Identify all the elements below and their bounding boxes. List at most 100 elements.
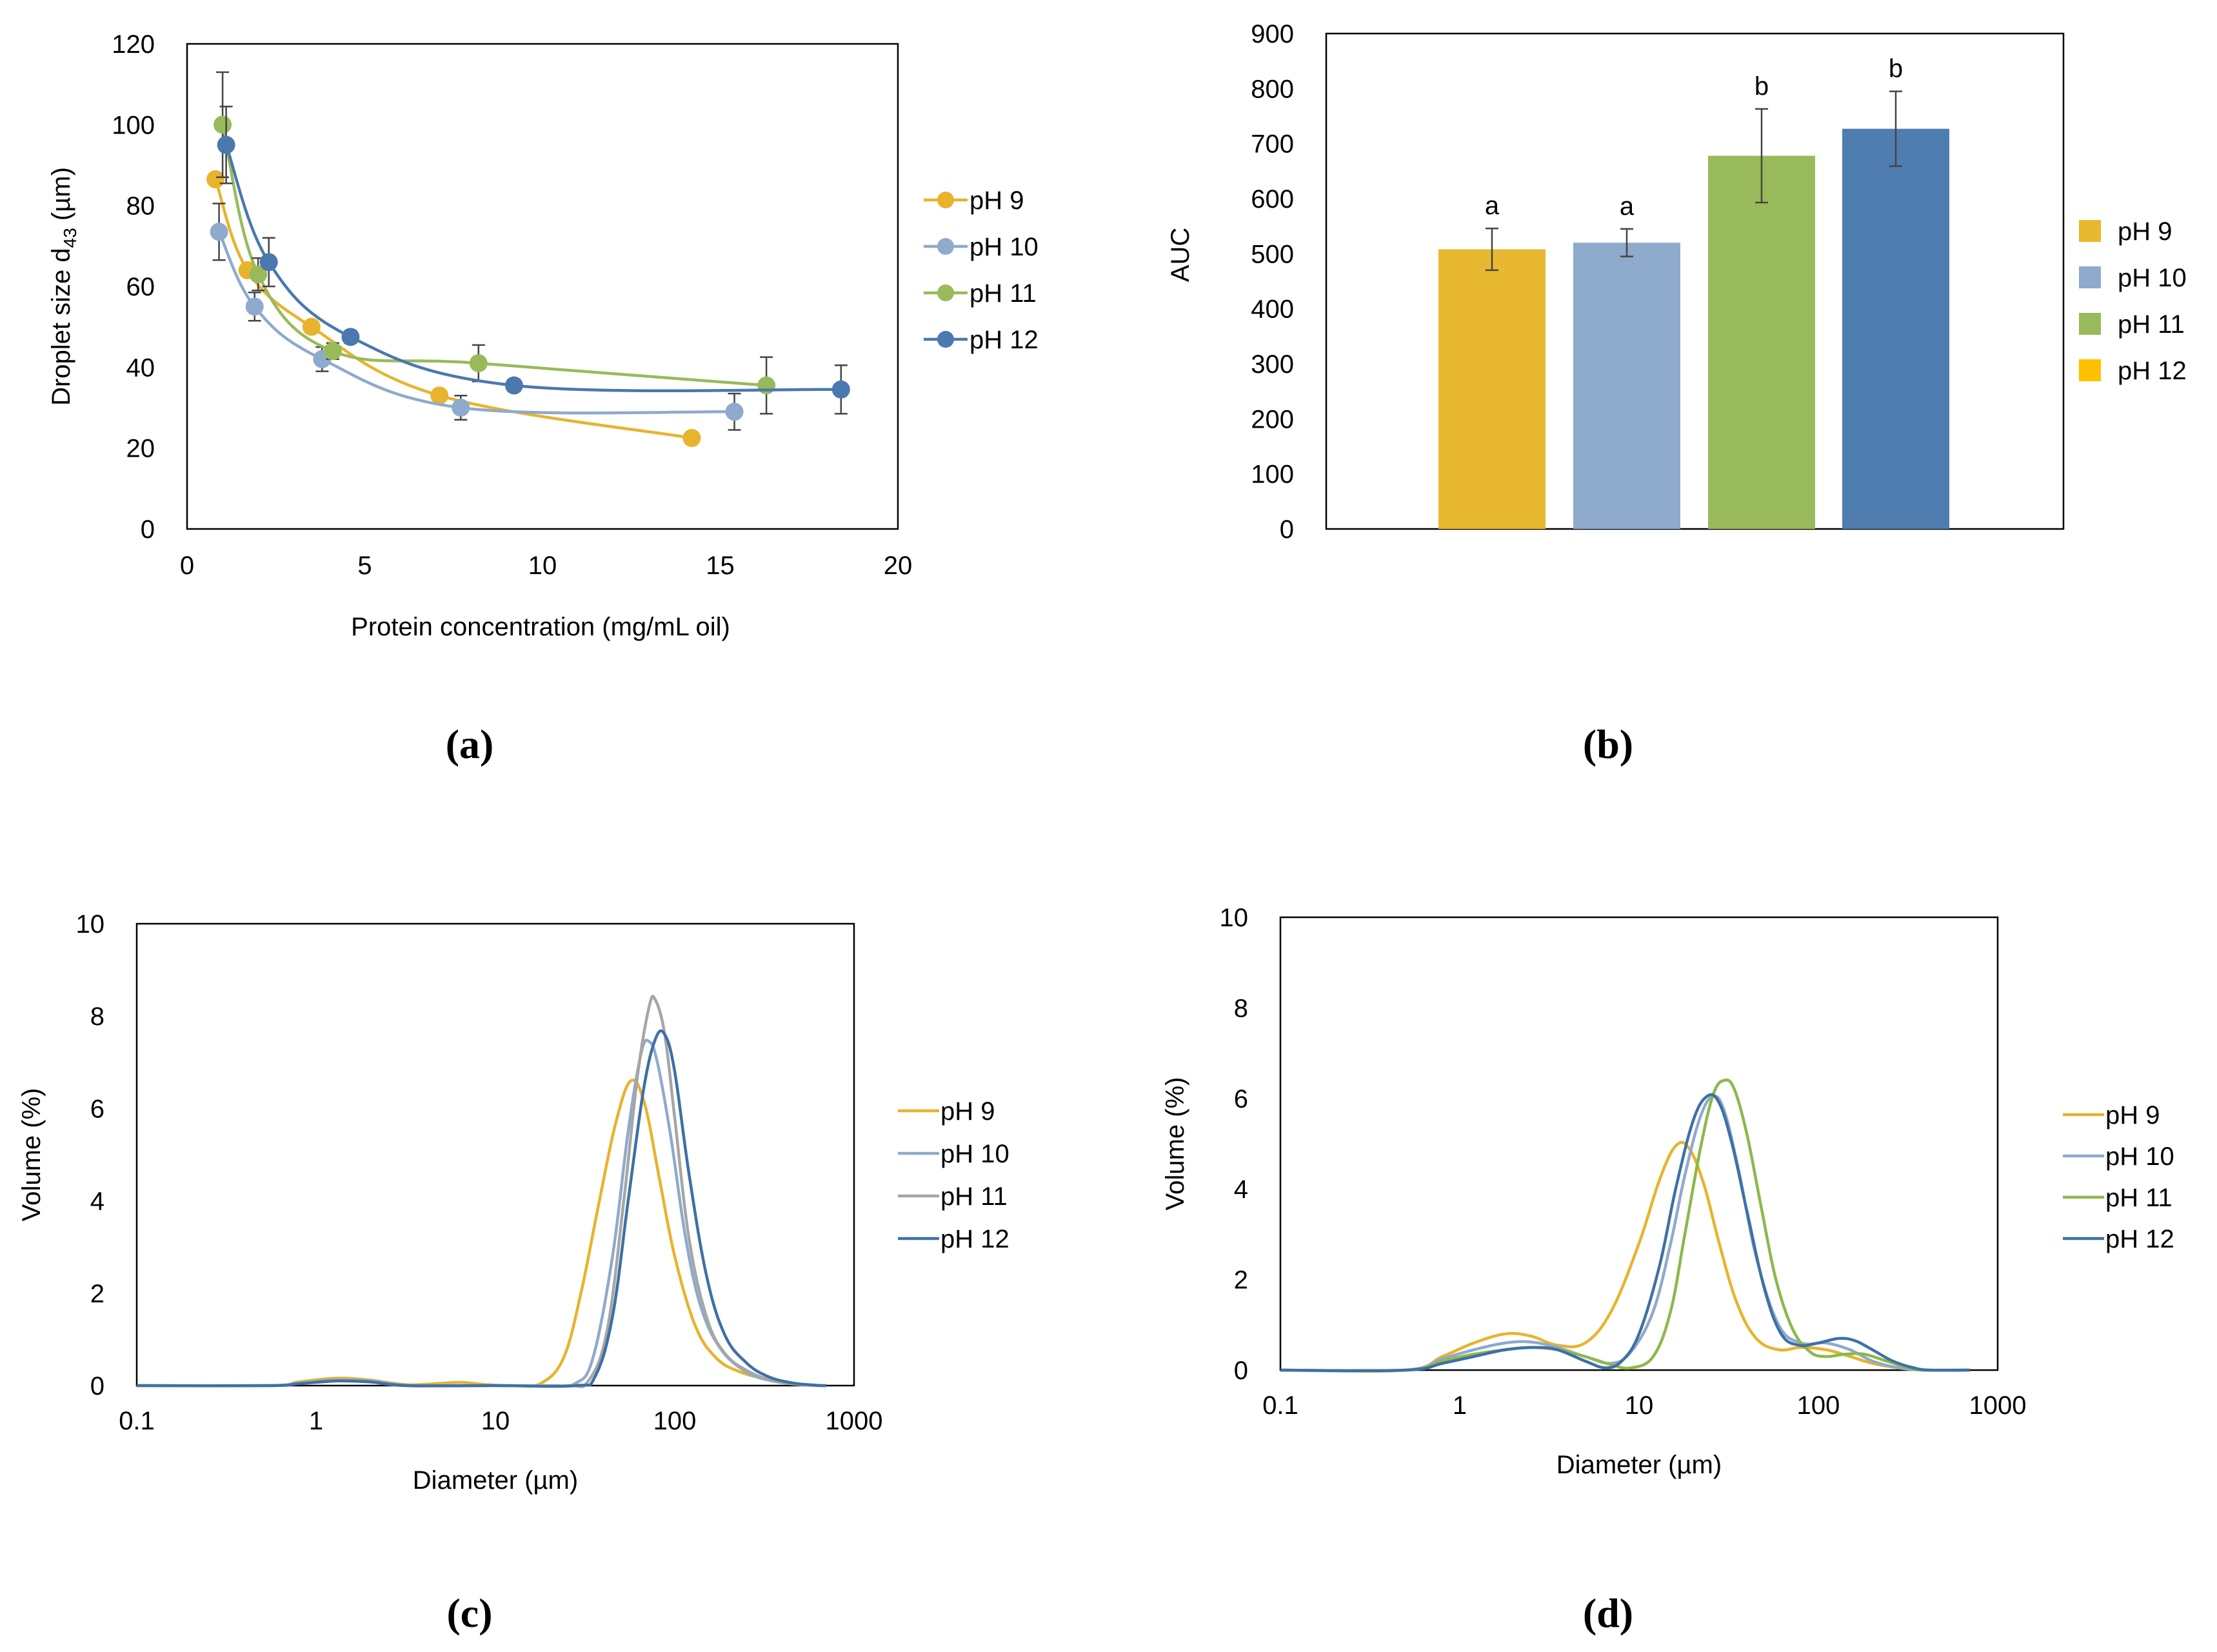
significance-letter: b [1755, 72, 1769, 101]
x-tick-label: 1 [309, 1407, 323, 1435]
panel-b-chart: 0 100 200 300 400 500 600 700 800 900 AUC a a b b pH 9 p… [1166, 20, 2187, 544]
panel-label-c: (c) [446, 1590, 492, 1636]
panel-label-b: (b) [1583, 721, 1633, 767]
plot-frame [1279, 916, 1999, 1371]
panel-c-chart: 0 2 4 6 8 10 0.1 1 10 100 1000 Diameter (µm) Volume … [17, 910, 1009, 1495]
legend-label: pH 9 [2105, 1101, 2160, 1130]
legend-label: pH 9 [969, 186, 1024, 215]
y-tick-label: 8 [1234, 994, 1248, 1022]
data-point [504, 376, 523, 395]
series-line-1 [136, 1039, 826, 1388]
legend-label: pH 12 [2118, 357, 2187, 385]
data-point [259, 253, 278, 272]
series-line-3 [136, 1029, 826, 1388]
y-tick-label: 6 [1234, 1085, 1248, 1113]
x-tick-label: 1000 [1969, 1391, 2027, 1420]
legend-label: pH 12 [969, 326, 1039, 354]
legend-label: pH 10 [940, 1140, 1009, 1168]
bar-3 [1842, 128, 1949, 530]
y-tick-label: 100 [1251, 461, 1294, 489]
y-tick-label: 600 [1251, 185, 1294, 214]
y-tick-label: 2 [90, 1280, 104, 1308]
data-point [245, 297, 264, 316]
y-tick-label: 0 [141, 515, 155, 544]
y-tick-label: 4 [1234, 1175, 1248, 1204]
data-point [452, 399, 470, 417]
legend-label: pH 9 [2118, 217, 2172, 246]
bar-0 [1438, 249, 1546, 529]
series-line-1 [1280, 1094, 1970, 1373]
legend-marker [937, 238, 954, 255]
plot-frame [135, 922, 855, 1387]
legend-label: pH 11 [2105, 1184, 2172, 1212]
legend-marker [937, 331, 954, 348]
x-tick-label: 0.1 [1262, 1391, 1298, 1420]
data-point [831, 380, 850, 399]
legend-label: pH 11 [940, 1182, 1008, 1211]
series-line-0 [1280, 1140, 1970, 1373]
y-axis-label: AUC [1166, 228, 1195, 282]
x-tick-label: 10 [481, 1407, 510, 1435]
y-tick-label: 80 [126, 192, 155, 221]
y-tick-label: 40 [126, 353, 155, 382]
data-point [249, 265, 268, 284]
legend-label: pH 12 [2105, 1225, 2174, 1253]
y-tick-label: 800 [1251, 75, 1294, 103]
y-tick-label: 300 [1251, 350, 1294, 379]
data-point [302, 317, 321, 336]
y-axis-label: Volume (%) [1161, 1077, 1189, 1211]
x-axis-label: Protein concentration (mg/mL oil) [351, 613, 730, 641]
data-point [214, 115, 232, 134]
legend-label: pH 12 [940, 1225, 1009, 1253]
y-tick-label: 10 [76, 910, 105, 939]
legend-swatch [2079, 266, 2101, 288]
series-line-3 [1280, 1093, 1970, 1373]
y-axis-label: Volume (%) [17, 1088, 46, 1222]
y-tick-label: 200 [1251, 405, 1294, 433]
data-point [341, 328, 360, 346]
x-axis-label: Diameter (µm) [413, 1466, 578, 1495]
y-tick-label: 700 [1251, 130, 1294, 159]
series-line-2 [1280, 1079, 1970, 1373]
significance-letter: b [1889, 55, 1903, 83]
data-point [430, 386, 449, 405]
legend-swatch [2079, 359, 2101, 381]
y-tick-label: 500 [1251, 240, 1294, 268]
legend-marker [937, 192, 954, 208]
legend-label: pH 9 [940, 1097, 995, 1126]
y-tick-label: 20 [126, 435, 155, 463]
x-tick-label: 0.1 [119, 1407, 155, 1435]
x-tick-label: 10 [1625, 1391, 1654, 1420]
legend-label: pH 11 [969, 279, 1037, 308]
significance-letter: a [1620, 192, 1635, 221]
series-line-2 [221, 124, 767, 387]
panel-label-d: (d) [1583, 1590, 1633, 1636]
x-tick-label: 1000 [826, 1407, 883, 1435]
y-axis-label: Droplet size d43 (µm) [47, 167, 80, 406]
y-tick-label: 4 [90, 1188, 104, 1216]
y-tick-label: 6 [90, 1095, 104, 1123]
bar-2 [1708, 155, 1815, 529]
data-point [469, 354, 488, 373]
legend-label: pH 10 [2118, 264, 2187, 292]
data-point [725, 403, 744, 421]
x-tick-label: 10 [528, 552, 557, 580]
data-point [323, 342, 342, 361]
y-tick-label: 0 [1234, 1357, 1248, 1385]
y-tick-label: 2 [1234, 1266, 1248, 1295]
panel-d-chart: 0 2 4 6 8 10 0.1 1 10 100 1000 Diameter (µm) Volume … [1161, 904, 2174, 1479]
legend-swatch [2079, 313, 2101, 335]
bar-1 [1573, 243, 1680, 529]
plot-frame [1325, 32, 2065, 530]
y-tick-label: 8 [90, 1002, 104, 1031]
x-tick-label: 15 [706, 552, 735, 580]
panel-a-chart: 0 20 40 60 80 100 120 0 5 10 15 20 Protein concentra… [47, 30, 1039, 641]
legend-marker [937, 284, 954, 301]
x-tick-label: 0 [180, 552, 194, 580]
y-tick-label: 0 [90, 1372, 104, 1400]
data-point [682, 429, 701, 447]
series-line-1 [217, 231, 735, 415]
x-tick-label: 1 [1453, 1391, 1467, 1420]
significance-letter: a [1485, 192, 1500, 220]
